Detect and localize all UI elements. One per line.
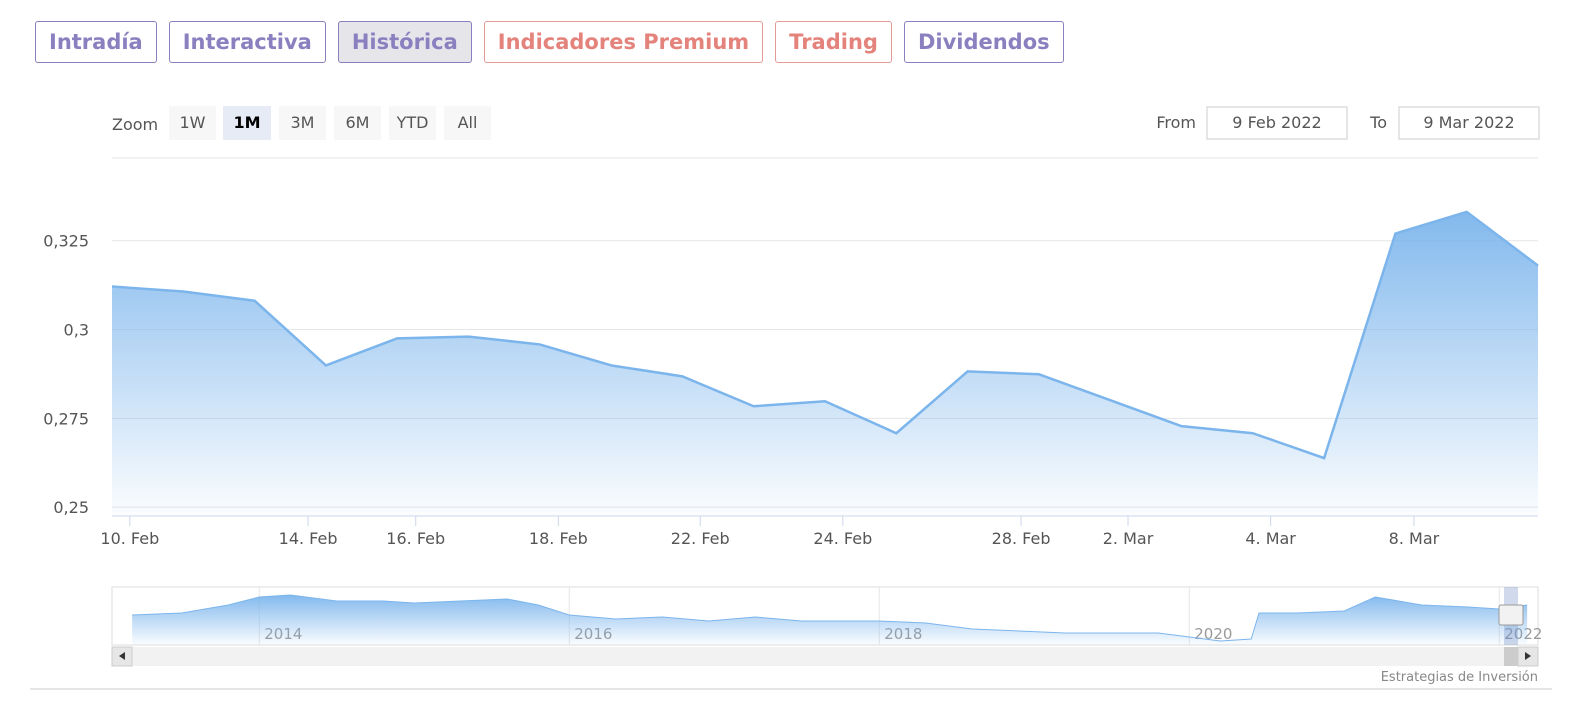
scrollbar-track	[112, 647, 1538, 666]
tab[interactable]: Intradía	[35, 21, 157, 63]
navigator-handle[interactable]	[1498, 604, 1524, 626]
x-tick-label: 28. Feb	[992, 529, 1051, 548]
x-tick-label: 14. Feb	[279, 529, 338, 548]
zoom-button-label: 1M	[233, 113, 260, 132]
zoom-button[interactable]	[169, 106, 216, 140]
navigator-line	[132, 594, 1528, 642]
zoom-button[interactable]	[223, 106, 271, 140]
credit: Estrategias de Inversión	[1381, 670, 1538, 685]
tab-bar: Intradía Interactiva Histórica Indicadores …	[35, 21, 1064, 63]
from-value: 9 Feb 2022	[1232, 113, 1321, 132]
x-tick-label: 2. Mar	[1103, 529, 1154, 548]
tab[interactable]: Histórica	[337, 21, 472, 63]
area-fill	[112, 211, 1538, 517]
x-tick-label: 22. Feb	[671, 529, 730, 548]
tab[interactable]: Dividendos	[903, 21, 1064, 63]
scrollbar-thumb[interactable]	[1504, 647, 1518, 666]
zoom-button-label: 1W	[180, 113, 206, 132]
area-line	[111, 210, 1539, 460]
navigator-fill	[132, 595, 1528, 645]
from-input[interactable]	[1206, 106, 1348, 140]
y-tick-label: 0,3	[64, 321, 89, 340]
scroll-left-arrow	[119, 652, 125, 660]
x-tick-label: 8. Mar	[1389, 529, 1440, 548]
zoom-button[interactable]	[334, 106, 381, 140]
zoom-button[interactable]	[279, 106, 326, 140]
zoom-button-label: 6M	[346, 113, 370, 132]
zoom-button-label: YTD	[396, 113, 429, 132]
x-tick-label: 18. Feb	[529, 529, 588, 548]
tab[interactable]: Indicadores Premium	[483, 21, 764, 63]
y-tick-label: 0,25	[53, 498, 89, 517]
zoom-label: Zoom	[112, 115, 158, 134]
x-tick-label: 4. Mar	[1245, 529, 1296, 548]
to-input[interactable]	[1398, 106, 1540, 140]
y-tick-label: 0,325	[43, 232, 89, 251]
tab[interactable]: Interactiva	[168, 21, 326, 63]
to-value: 9 Mar 2022	[1423, 113, 1514, 132]
zoom-button[interactable]	[444, 106, 491, 140]
x-tick-label: 10. Feb	[100, 529, 159, 548]
tab[interactable]: Trading	[775, 21, 892, 63]
scroll-right-arrow	[1525, 652, 1531, 660]
zoom-button-label: 3M	[291, 113, 315, 132]
to-label: To	[1369, 113, 1387, 132]
x-tick-label: 16. Feb	[386, 529, 445, 548]
y-tick-label: 0,275	[43, 409, 89, 428]
from-label: From	[1156, 113, 1196, 132]
zoom-button-label: All	[458, 113, 478, 132]
x-tick-label: 24. Feb	[813, 529, 872, 548]
zoom-button[interactable]	[389, 106, 436, 140]
